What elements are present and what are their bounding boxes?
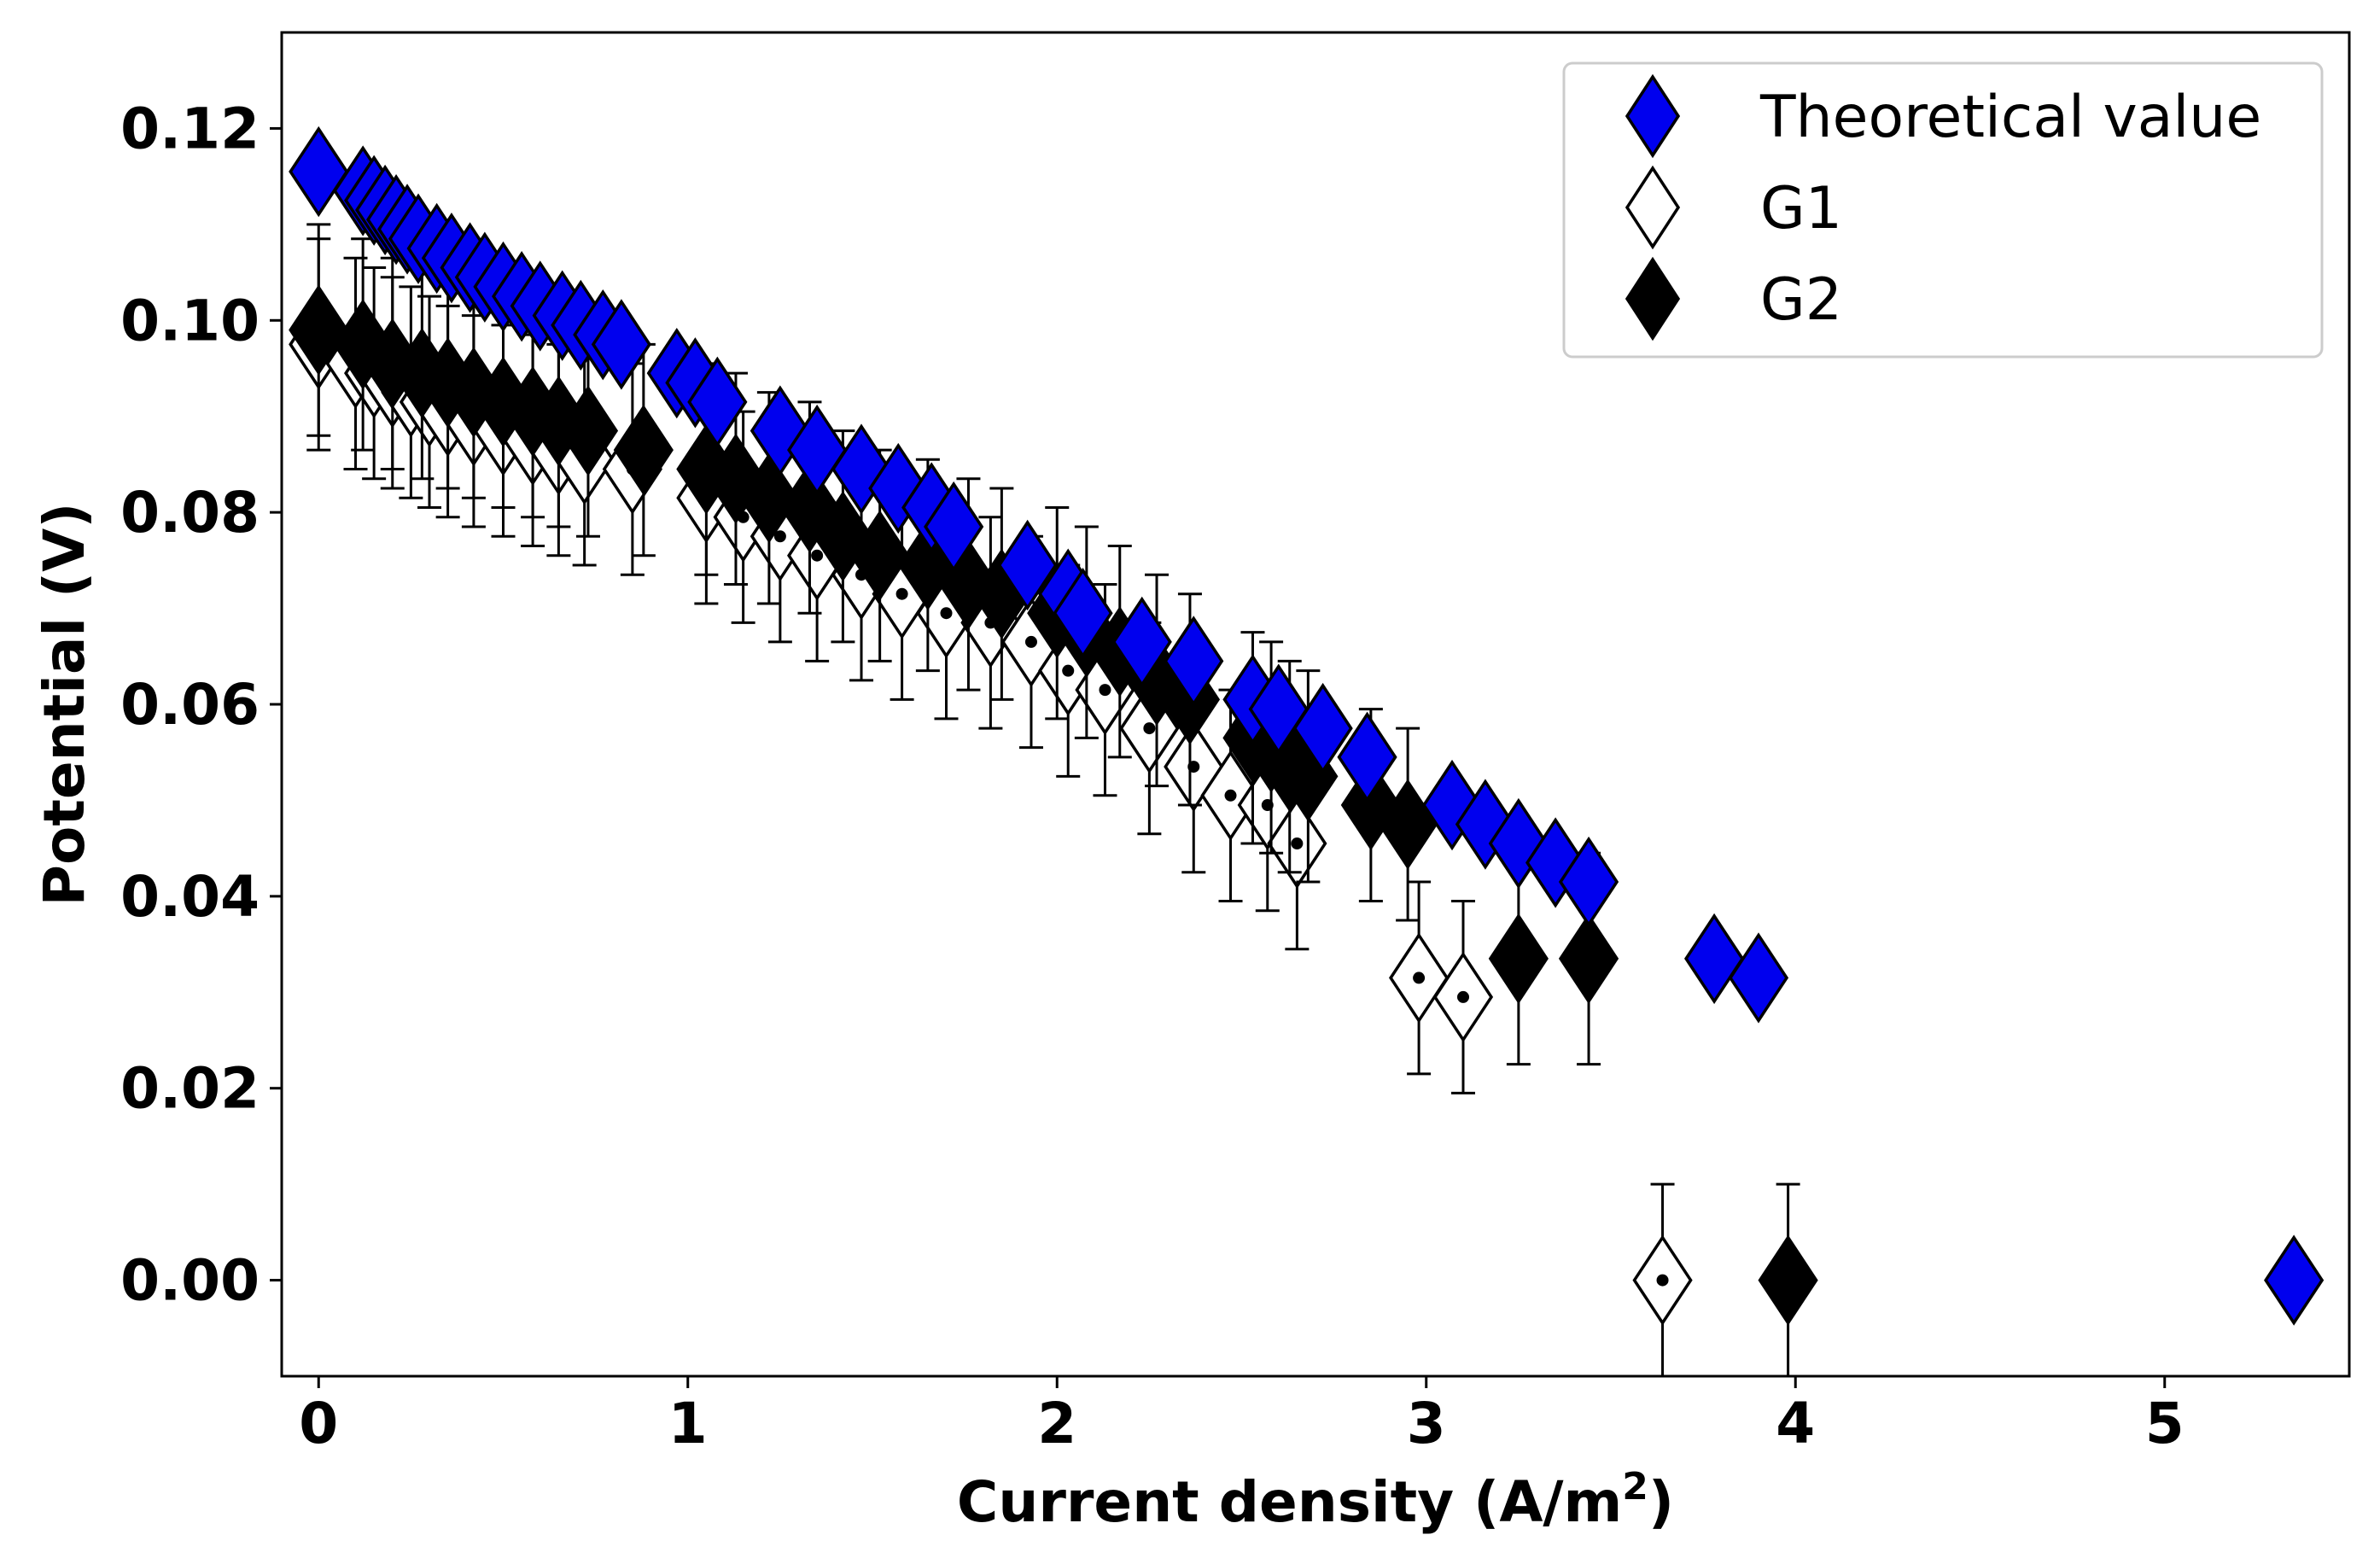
y-tick-label: 0.10 — [120, 288, 260, 353]
data-point-center — [1656, 1274, 1669, 1287]
data-point — [705, 433, 767, 524]
data-point-center — [1143, 722, 1156, 735]
series-theoretical-value — [289, 125, 2325, 1326]
data-point — [1488, 797, 1549, 890]
data-point — [289, 284, 349, 376]
data-point — [1053, 568, 1113, 659]
data-point — [613, 404, 674, 496]
data-point — [1455, 779, 1516, 870]
data-point — [1164, 616, 1224, 707]
x-tick-label: 1 — [668, 1391, 708, 1456]
data-point-center — [1413, 972, 1426, 984]
data-point — [1337, 711, 1397, 803]
data-point — [1684, 913, 1745, 1005]
data-point-center — [1099, 684, 1111, 697]
data-point — [1248, 663, 1309, 755]
y-axis-title: Potential (V) — [32, 503, 97, 907]
series-layer — [289, 125, 2325, 1378]
data-point-center — [1062, 664, 1075, 677]
legend: Theoretical value G1 G2 — [1562, 61, 2324, 359]
data-point — [591, 299, 651, 390]
data-point — [750, 385, 810, 476]
data-point — [2264, 1234, 2325, 1326]
data-point — [1292, 682, 1353, 774]
data-point — [738, 452, 799, 544]
y-tick-label: 0.04 — [120, 864, 260, 930]
legend-item: Theoretical value — [1625, 73, 2261, 159]
data-point-center — [1224, 789, 1237, 802]
data-point — [1525, 817, 1586, 908]
legend-item: G1 — [1625, 165, 1842, 250]
y-tick-label: 0.08 — [120, 480, 260, 546]
x-tick-label: 0 — [299, 1391, 338, 1456]
data-point — [997, 519, 1058, 611]
legend-marker — [1625, 256, 1681, 341]
legend-items: Theoretical value G1 G2 — [1625, 73, 2261, 341]
data-point — [687, 356, 748, 448]
legend-label: G2 — [1760, 266, 1842, 334]
x-tick-label: 3 — [1407, 1391, 1446, 1456]
y-tick-label: 0.02 — [120, 1056, 260, 1122]
data-point-center — [940, 607, 953, 620]
x-axis-title: Current density (A/m2) — [957, 1465, 1674, 1535]
legend-item: G2 — [1625, 256, 1842, 341]
data-point-center — [895, 587, 908, 600]
data-point — [831, 423, 892, 515]
legend-label: G1 — [1760, 175, 1842, 242]
data-point — [1558, 913, 1619, 1005]
data-point — [1421, 759, 1483, 851]
legend-marker — [1625, 73, 1681, 159]
x-axis-ticks: 0 1 2 3 4 5 — [299, 1376, 2185, 1456]
data-point — [1758, 1234, 1818, 1326]
legend-box — [1562, 61, 2324, 359]
y-tick-label: 0.00 — [120, 1248, 260, 1314]
data-point — [333, 299, 394, 390]
y-axis-ticks: 0.00 0.02 0.04 0.06 0.08 0.10 0.12 — [120, 96, 282, 1314]
x-axis-title-main: Current density (A/m — [957, 1469, 1622, 1535]
x-axis-title-superscript: 2 — [1622, 1465, 1648, 1509]
data-point — [924, 481, 984, 573]
legend-marker — [1625, 165, 1681, 250]
data-point-center — [1291, 837, 1304, 850]
x-tick-label: 4 — [1776, 1391, 1815, 1456]
data-point — [868, 442, 929, 534]
data-point — [849, 510, 910, 601]
data-point-center — [1457, 990, 1469, 1003]
y-tick-label: 0.12 — [120, 96, 260, 161]
data-point — [557, 385, 619, 476]
data-point — [1111, 596, 1172, 688]
data-point — [787, 404, 848, 496]
y-tick-label: 0.06 — [120, 672, 260, 738]
data-point — [1488, 913, 1549, 1005]
data-point-center — [1024, 635, 1037, 648]
data-point — [289, 125, 349, 218]
data-point-center — [811, 549, 824, 562]
x-tick-label: 2 — [1037, 1391, 1076, 1456]
legend-label: Theoretical value — [1759, 84, 2261, 151]
data-point — [1558, 836, 1619, 928]
x-tick-label: 5 — [2145, 1391, 2185, 1456]
x-axis-title-end: ) — [1648, 1469, 1674, 1535]
data-point-center — [773, 530, 786, 543]
data-point — [1728, 932, 1789, 1024]
